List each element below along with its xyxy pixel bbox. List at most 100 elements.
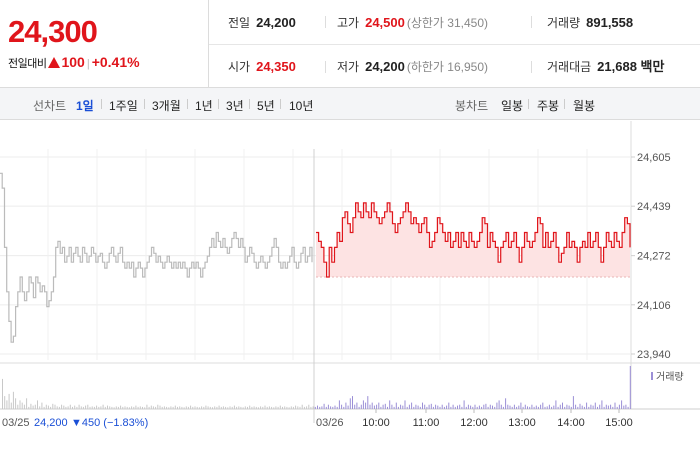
volume-bar (98, 406, 100, 409)
volume-bar (476, 406, 478, 409)
volume-bar (10, 402, 12, 410)
volume-bar (253, 406, 255, 409)
volume-bar (131, 406, 133, 409)
volume-bar (85, 405, 87, 409)
volume-bar (299, 406, 301, 409)
prev-day-line (0, 172, 313, 343)
volume-bar (236, 406, 238, 409)
volume-bar (102, 404, 104, 409)
volume-bar (67, 406, 69, 409)
volume-bar (441, 404, 443, 409)
volume-legend-label: 거래량 (656, 371, 684, 383)
volume-bar (365, 402, 367, 410)
period-10y[interactable]: 10년 (289, 99, 314, 113)
volume-bar (317, 405, 318, 409)
volume-bar (198, 407, 200, 409)
volume-bar (113, 407, 115, 409)
stat-separator (531, 61, 532, 73)
volume-bar (406, 406, 408, 409)
stat-lower-limit: (하한가 16,950) (406, 60, 489, 74)
volume-bar (43, 406, 45, 409)
volume-bar (354, 404, 356, 409)
volume-bar (306, 406, 308, 409)
volume-bar (478, 405, 480, 409)
volume-bar (625, 404, 627, 409)
period-1w[interactable]: 1주일 (109, 99, 138, 113)
candle-weekly[interactable]: 주봉 (537, 99, 560, 113)
volume-legend-swatch (651, 372, 653, 380)
volume-bar (432, 406, 434, 409)
today-series (316, 202, 631, 278)
volume-bar (387, 406, 388, 409)
volume-bar (52, 403, 54, 409)
volume-bar (454, 406, 456, 409)
volume-bar (592, 405, 594, 409)
volume-bar (511, 406, 513, 409)
price-chart[interactable]: 24,605 24,439 24,272 24,106 23,940 거래량 03/25… (0, 121, 700, 450)
volume-bar (461, 406, 463, 409)
volume-bar (264, 405, 266, 409)
period-3y[interactable]: 3년 (226, 99, 244, 113)
stat-prev-close: 전일 24,200 (228, 14, 296, 32)
volume-bar (150, 405, 152, 409)
toolbar-separator (101, 99, 102, 109)
volume-bar (277, 406, 279, 409)
volume-bar (255, 406, 257, 409)
today-area-fill (316, 202, 630, 277)
volume-bar (568, 405, 570, 409)
volume-bar (553, 405, 555, 409)
volume-bar (74, 405, 76, 409)
volume-bar (459, 404, 461, 409)
volume-bar (583, 406, 585, 409)
period-1y[interactable]: 1년 (195, 99, 213, 113)
volume-bar (104, 406, 106, 409)
y-tick-label: 24,106 (637, 300, 671, 312)
volume-bar (222, 406, 224, 409)
volume-bar (424, 404, 426, 409)
volume-bar (23, 404, 25, 409)
stat-value: 24,200 (365, 59, 405, 74)
y-axis: 24,605 24,439 24,272 24,106 23,940 (631, 152, 671, 361)
volume-bar (82, 406, 84, 409)
volume-bar (522, 406, 524, 409)
volume-bar (524, 404, 526, 409)
volume-bar (251, 406, 253, 409)
volume-bar (422, 402, 423, 410)
volume-bar (76, 406, 78, 409)
volume-bar (273, 407, 275, 409)
volume-bar (599, 404, 601, 409)
volume-bar (187, 406, 189, 409)
volume-bar (12, 391, 14, 409)
volume-bar (452, 404, 454, 409)
volume-bar (520, 402, 522, 410)
volume-bar (308, 404, 310, 409)
volume-bar (505, 398, 507, 410)
volume-bar (336, 406, 338, 409)
volume-bar (566, 404, 568, 409)
volume-bar (382, 404, 384, 409)
volume-bar (214, 406, 216, 409)
period-5y[interactable]: 5년 (257, 99, 275, 113)
volume-bar (367, 396, 369, 409)
period-3m[interactable]: 3개월 (152, 99, 181, 113)
volume-bar (360, 404, 362, 409)
candle-daily[interactable]: 일봉 (501, 99, 524, 113)
volume-bar (45, 404, 47, 409)
volume-bar (155, 406, 157, 409)
volume-bar (426, 406, 428, 409)
volume-bar (72, 406, 73, 409)
chart-toolbar: 선차트 1일 1주일 3개월 1년 3년 5년 10년 봉차트 일봉 주봉 월봉 (0, 88, 700, 120)
volume-bar (166, 406, 168, 409)
period-1d[interactable]: 1일 (76, 99, 94, 113)
volume-bar (87, 404, 89, 409)
volume-bar (397, 406, 399, 409)
volume-bar (509, 405, 511, 409)
volume-bar (435, 404, 437, 409)
volume-bar (271, 406, 273, 409)
candle-monthly[interactable]: 월봉 (573, 99, 596, 113)
change-percent: +0.41% (91, 54, 140, 70)
volume-bar (284, 406, 286, 409)
volume-bar (6, 400, 8, 409)
volume-bar (419, 406, 421, 409)
volume-bar (218, 405, 220, 409)
